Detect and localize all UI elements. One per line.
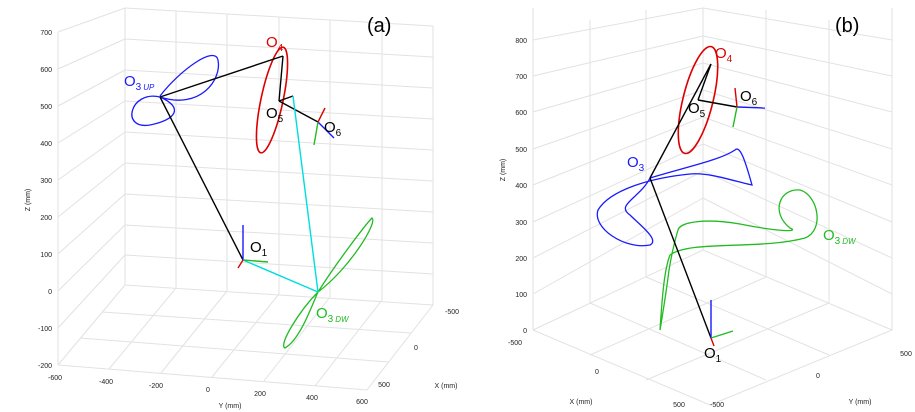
y-tick: 0 (206, 387, 210, 394)
panel-b-z-ticks: 800 700 600 500 400 300 200 100 0 (515, 38, 527, 335)
z-tick: 700 (40, 30, 52, 37)
panel-b-label: (b) (835, 15, 859, 37)
z-tick: 600 (40, 67, 52, 74)
upper-branch-curve (596, 148, 753, 247)
z-tick: 400 (515, 183, 527, 190)
z-tick: 300 (515, 220, 527, 227)
label-o5: O5 (688, 100, 706, 120)
z-tick: 800 (515, 38, 527, 45)
panel-b-links (649, 63, 766, 347)
y-tick: 600 (356, 399, 368, 406)
y-tick: 0 (816, 373, 820, 380)
z-tick: 500 (40, 104, 52, 111)
panel-a: 700 600 500 400 300 200 100 0 -100 -200 … (25, 7, 459, 410)
x-axis-label: X (mm) (435, 383, 458, 390)
panel-a-grid (57, 7, 434, 391)
y-tick: -500 (710, 402, 724, 409)
z-tick: 500 (515, 147, 527, 154)
panel-b-y-ticks: -500 0 500 (710, 351, 912, 409)
x-tick: -500 (508, 340, 522, 347)
z-axis-label: Z (mm) (500, 159, 507, 182)
z-tick: 300 (40, 178, 52, 185)
label-o3-dw: O3 DW (316, 305, 350, 325)
z-tick: 200 (515, 256, 527, 263)
wrist-circle (255, 46, 289, 154)
x-tick: 0 (414, 345, 418, 352)
z-tick: 700 (515, 74, 527, 81)
panel-b-grid (532, 7, 893, 406)
x-axis-label: X (mm) (570, 399, 593, 406)
y-tick: 500 (900, 351, 912, 358)
label-o1: O1 (250, 239, 268, 259)
x-tick: 500 (673, 402, 685, 409)
z-tick: -100 (38, 326, 52, 333)
label-o3-dw: O3 DW (823, 227, 857, 247)
y-axis-label: Y (mm) (849, 399, 872, 406)
label-o1: O1 (704, 345, 722, 365)
label-o6: O6 (740, 88, 758, 108)
panel-a-y-ticks: -600 -400 -200 0 200 400 600 (48, 375, 368, 406)
panel-a-x-ticks: -500 0 500 (378, 309, 459, 389)
x-tick: -500 (445, 309, 459, 316)
label-o3: O3 (627, 154, 645, 174)
z-tick: 400 (40, 141, 52, 148)
y-axis-label: Y (mm) (219, 403, 242, 410)
z-tick: 600 (515, 110, 527, 117)
z-tick: 0 (523, 328, 527, 335)
z-tick: 100 (40, 252, 52, 259)
x-tick: 0 (595, 369, 599, 376)
y-tick: -200 (149, 383, 163, 390)
panel-b-x-ticks: -500 0 500 (508, 340, 685, 409)
y-tick: 400 (306, 395, 318, 402)
label-o6: O6 (324, 119, 342, 139)
panel-a-z-ticks: 700 600 500 400 300 200 100 0 -100 -200 (38, 30, 52, 370)
label-o4: O4 (266, 34, 284, 54)
x-tick: 500 (378, 382, 390, 389)
label-o3-up: O3 UP (124, 73, 155, 93)
z-tick: 0 (48, 289, 52, 296)
wrist-circle (677, 45, 719, 155)
panel-a-links (159, 55, 335, 293)
z-tick: -200 (38, 363, 52, 370)
y-tick: -400 (99, 379, 113, 386)
lower-branch-curve (283, 217, 374, 349)
panel-a-label: (a) (367, 15, 391, 37)
lower-branch-curve (659, 189, 818, 331)
panel-b: 800 700 600 500 400 300 200 100 0 Z (mm)… (500, 7, 912, 409)
z-tick: 200 (40, 215, 52, 222)
y-tick: 200 (254, 391, 266, 398)
label-o4: O4 (715, 45, 733, 65)
y-tick: -600 (48, 375, 62, 382)
z-tick: 100 (515, 292, 527, 299)
z-axis-label: Z (mm) (25, 189, 32, 212)
label-o5: O5 (266, 105, 284, 125)
